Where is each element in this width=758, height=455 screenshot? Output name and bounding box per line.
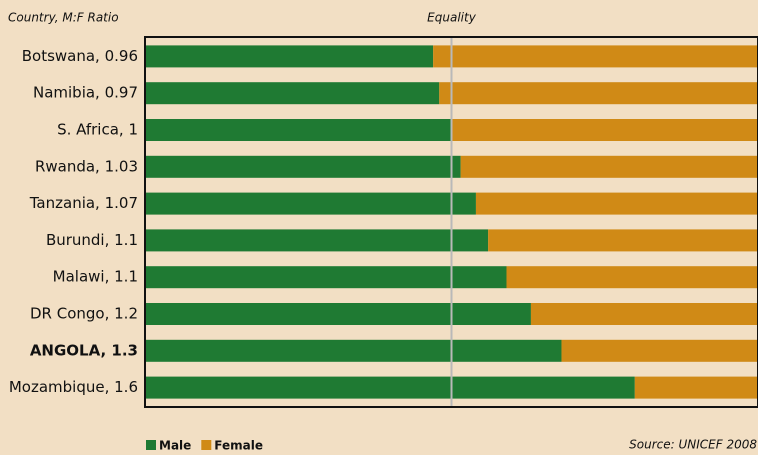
bar-segment bbox=[146, 229, 489, 252]
category-label: Burundi, 1.1 bbox=[46, 231, 138, 249]
bar-segment bbox=[451, 119, 757, 141]
bar-segment bbox=[146, 82, 440, 105]
category-label: S. Africa, 1 bbox=[57, 121, 138, 139]
category-label: Malawi, 1.1 bbox=[53, 268, 138, 286]
bar-segment bbox=[530, 303, 757, 325]
bar-segment bbox=[561, 339, 757, 362]
category-label: DR Congo, 1.2 bbox=[30, 305, 138, 323]
category-label: Botswana, 0.96 bbox=[22, 47, 138, 65]
bar-segment bbox=[146, 45, 434, 68]
bar-segment bbox=[146, 155, 461, 178]
bar-segment bbox=[146, 303, 531, 325]
legend-swatch bbox=[201, 440, 212, 450]
bar-segment bbox=[439, 82, 757, 105]
source: Source: UNICEF 2008 bbox=[629, 438, 757, 452]
bar-segment bbox=[506, 266, 757, 289]
bar-segment bbox=[146, 119, 452, 141]
legend-label: Female bbox=[214, 439, 263, 453]
bar-segment bbox=[475, 192, 757, 215]
legend-swatch bbox=[146, 440, 156, 450]
bar-segment bbox=[460, 155, 757, 178]
reference-label: Equality bbox=[427, 11, 477, 25]
category-label: Namibia, 0.97 bbox=[33, 84, 138, 102]
bar-segment bbox=[433, 45, 757, 68]
category-label: ANGOLA, 1.3 bbox=[30, 341, 138, 359]
bar-segment bbox=[146, 376, 635, 399]
bar-segment bbox=[146, 339, 562, 362]
bar-segment bbox=[634, 376, 757, 399]
bar-segment bbox=[146, 192, 476, 215]
header: Country, M:F Ratio bbox=[8, 11, 119, 25]
legend-label: Male bbox=[159, 439, 191, 453]
category-label: Tanzania, 1.07 bbox=[29, 194, 138, 212]
plot-border bbox=[144, 36, 758, 408]
category-label: Mozambique, 1.6 bbox=[9, 378, 138, 396]
category-label: Rwanda, 1.03 bbox=[35, 157, 138, 175]
bar-segment bbox=[488, 229, 757, 252]
bar-segment bbox=[146, 266, 507, 289]
